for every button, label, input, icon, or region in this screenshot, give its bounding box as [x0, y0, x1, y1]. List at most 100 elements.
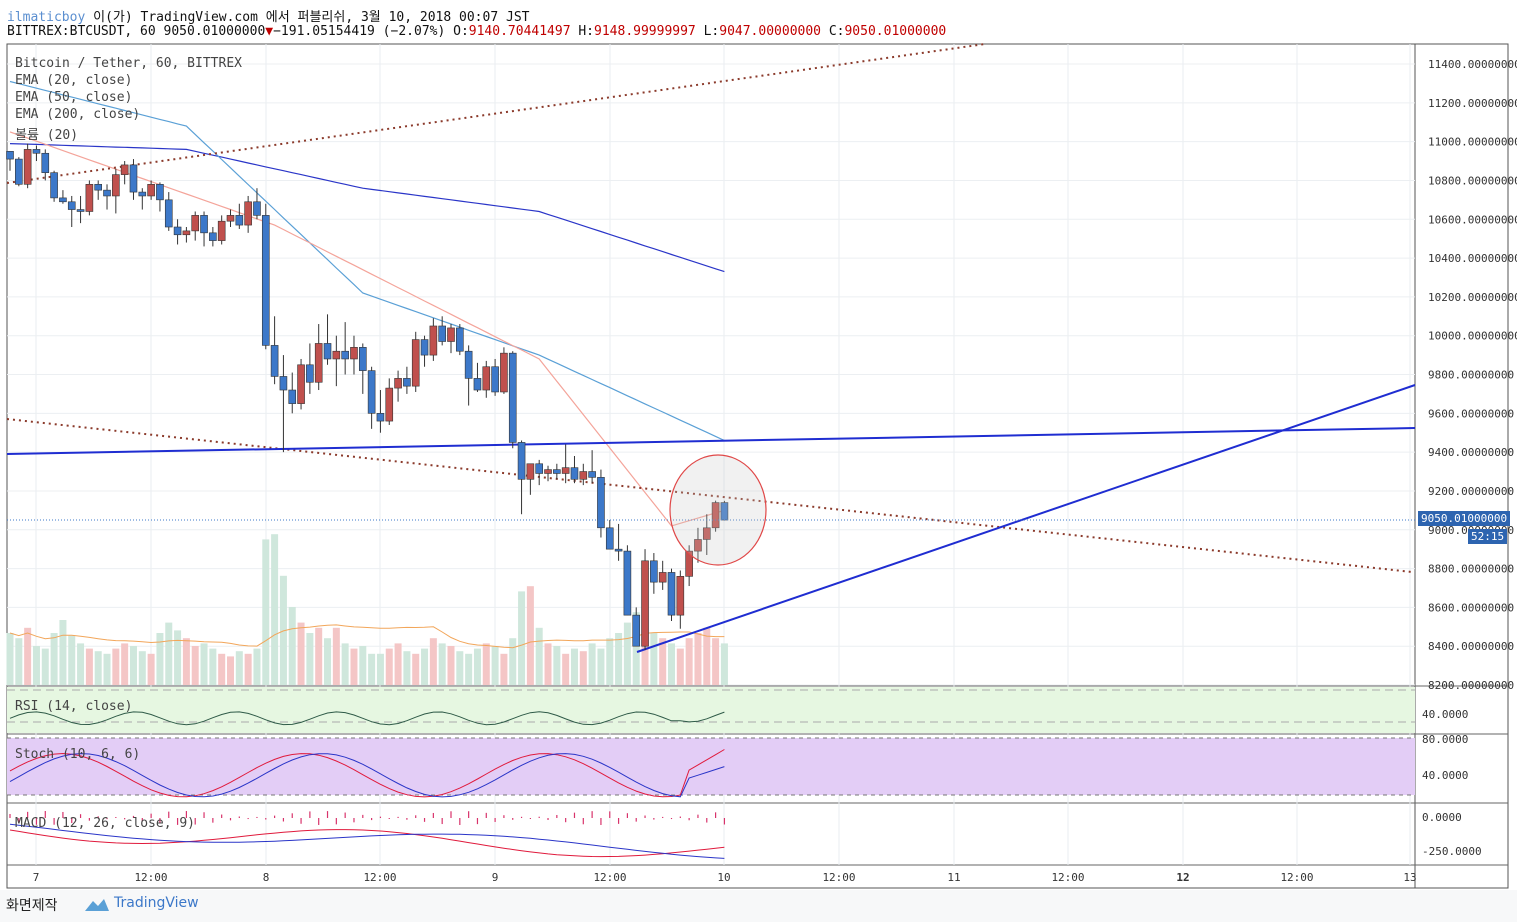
price-tick-label: 10400.00000000: [1428, 252, 1517, 265]
volume-bar: [570, 648, 578, 685]
price-tick-label: 8800.00000000: [1428, 563, 1514, 576]
volume-bar: [271, 534, 279, 685]
candle: [103, 189, 111, 197]
rsi-line: [9, 711, 725, 726]
candle: [6, 151, 14, 160]
candle: [473, 378, 482, 391]
volume-bar: [650, 633, 658, 685]
volume-bar: [182, 638, 190, 685]
tradingview-logo-icon[interactable]: [84, 894, 110, 916]
candle: [50, 172, 58, 199]
chart-header: ilmaticboy 이(가) TradingView.com 에서 퍼블리쉬,…: [0, 0, 1517, 44]
legend-title: Bitcoin / Tether, 60, BITTREX: [15, 56, 242, 71]
candle: [85, 184, 94, 212]
price-tick-label: 9400.00000000: [1428, 446, 1514, 459]
volume-bar: [703, 627, 711, 685]
candle: [94, 184, 102, 191]
volume-bar: [544, 643, 552, 685]
volume-bar: [685, 638, 693, 685]
macd-tick-label: 0.0000: [1422, 811, 1462, 824]
price-tick-label: 8400.00000000: [1428, 640, 1514, 653]
candle: [597, 477, 605, 529]
candle: [376, 413, 385, 422]
candle: [253, 201, 261, 216]
volume-bar: [332, 627, 340, 685]
volume-bar: [412, 653, 420, 685]
chart-canvas[interactable]: 11400.00000000 11200.00000000 11000.000000…: [0, 0, 1517, 890]
last-price-tag: 9050.01000000: [1418, 511, 1511, 526]
legend-ema200: EMA (200, close): [15, 107, 141, 122]
volume-bar: [385, 648, 393, 685]
high-value: 9148.99999997: [594, 24, 696, 39]
time-tick-label: 9: [492, 871, 499, 884]
time-tick-label: 12:00: [1051, 871, 1084, 884]
macd-tick-label: -250.0000: [1422, 845, 1482, 858]
time-tick-label: 12:00: [134, 871, 167, 884]
highlight-circle: [669, 454, 767, 566]
stoch-d-line: [9, 753, 725, 798]
footer-brand-link[interactable]: TradingView: [114, 895, 199, 911]
volume-bar: [59, 620, 67, 685]
candle: [553, 469, 561, 474]
candle: [500, 352, 508, 393]
candle: [614, 548, 623, 552]
volume-bar: [359, 646, 367, 685]
close-value: 9050.01000000: [844, 24, 947, 39]
time-tick-label: 12:00: [593, 871, 626, 884]
footer: 화면제작 TradingView: [0, 890, 1517, 922]
close-label: C:: [828, 24, 845, 39]
candle: [23, 149, 32, 185]
volume-bar: [129, 646, 137, 685]
horizontal-resistance-line: [6, 427, 1416, 455]
candle: [279, 376, 288, 391]
volume-bar: [41, 648, 49, 685]
author-link[interactable]: ilmaticboy: [7, 10, 86, 25]
candle: [244, 201, 252, 226]
candle: [164, 199, 173, 228]
price-tick-label: 10800.00000000: [1428, 174, 1517, 187]
volume-bar: [562, 653, 570, 685]
volume-bar: [403, 651, 411, 685]
candle: [694, 539, 702, 552]
price-tick-label: 8200.00000000: [1428, 679, 1514, 692]
ema50-line: [9, 80, 725, 442]
candle: [420, 339, 429, 356]
volume-bar: [200, 643, 208, 685]
candle: [394, 378, 402, 389]
volume-bar: [77, 643, 85, 685]
candle: [508, 352, 517, 443]
rsi-band: [7, 687, 1415, 733]
volume-bar: [659, 638, 667, 685]
candle: [67, 201, 76, 210]
candle: [579, 471, 588, 480]
volume-bar: [50, 633, 58, 685]
volume-bar: [394, 643, 402, 685]
candle: [623, 550, 632, 616]
volume-bar: [491, 646, 499, 685]
price-tick-label: 8600.00000000: [1428, 601, 1514, 614]
candle: [59, 197, 67, 203]
candle: [570, 467, 579, 480]
candle: [41, 152, 50, 173]
candle: [147, 184, 155, 197]
candle: [429, 325, 438, 356]
publish-line: ilmaticboy 이(가) TradingView.com 에서 퍼블리쉬,…: [7, 6, 529, 25]
volume-bar: [138, 651, 146, 685]
price-tick-label: 9600.00000000: [1428, 407, 1514, 420]
candle: [667, 572, 676, 616]
time-tick-label: 7: [33, 871, 40, 884]
volume-bar: [668, 643, 675, 685]
volume-bar: [235, 651, 243, 685]
candle: [32, 149, 41, 154]
candle: [350, 347, 358, 360]
rsi-tick-label: 40.0000: [1422, 708, 1468, 721]
candle: [676, 576, 685, 616]
volume-bar: [6, 633, 14, 685]
volume-bar: [465, 653, 473, 685]
price-tick-label: 10000.00000000: [1428, 330, 1517, 343]
legend-macd: MACD (12, 26, close, 9): [15, 816, 196, 831]
candle: [464, 350, 473, 379]
candle: [288, 389, 297, 404]
low-value: 9047.00000000: [719, 24, 821, 39]
legend-rsi: RSI (14, close): [15, 699, 133, 714]
